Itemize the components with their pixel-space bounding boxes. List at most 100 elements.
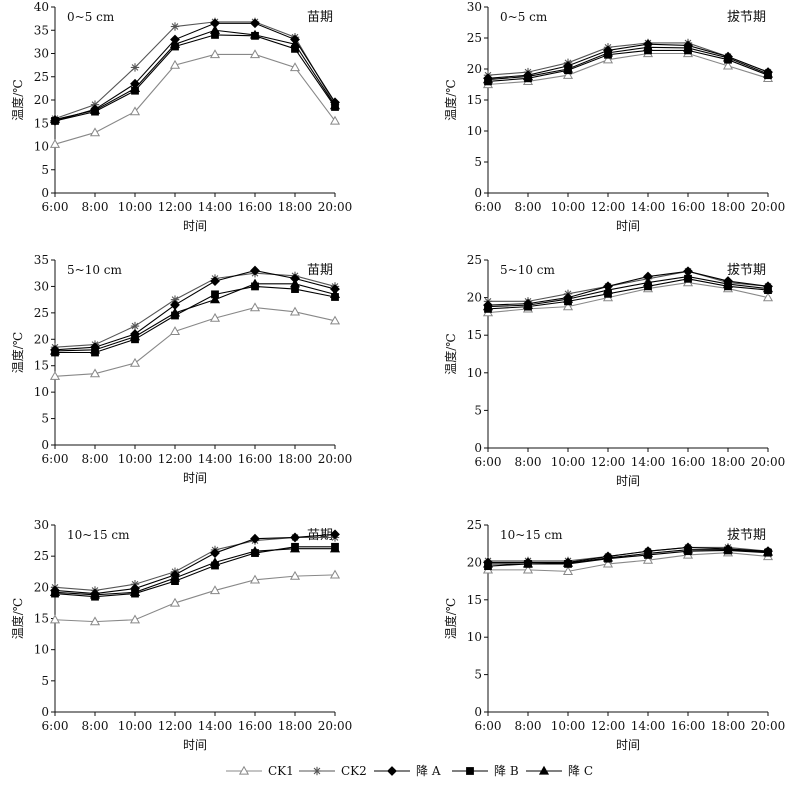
series-line-jC bbox=[487, 46, 769, 81]
data-point-jA bbox=[250, 18, 260, 29]
data-point-jC bbox=[49, 587, 61, 596]
data-point-jA bbox=[210, 276, 220, 287]
x-tick-label: 6:00 bbox=[42, 200, 69, 214]
y-axis-title: 温度/℃ bbox=[10, 598, 25, 639]
x-tick-label: 16:00 bbox=[238, 200, 273, 214]
series-jC bbox=[49, 278, 341, 355]
data-point-ck1 bbox=[249, 49, 261, 59]
legend-marker-jC bbox=[538, 765, 550, 775]
data-point-ck1 bbox=[129, 357, 141, 367]
depth-label: 10~15 cm bbox=[500, 528, 563, 542]
stage-label: 苗期 bbox=[307, 263, 333, 278]
data-point-jC bbox=[482, 301, 494, 311]
data-point-ck1 bbox=[89, 127, 101, 137]
series-line-jB bbox=[54, 34, 336, 122]
data-point-ck1 bbox=[49, 614, 61, 624]
x-tick-label: 14:00 bbox=[198, 452, 233, 466]
series-line-ck2 bbox=[54, 21, 336, 120]
y-tick-label: 25 bbox=[34, 306, 49, 320]
series-line-jA bbox=[54, 270, 336, 351]
x-tick-label: 8:00 bbox=[515, 455, 542, 469]
x-tick-label: 18:00 bbox=[278, 452, 313, 466]
data-point-ck1 bbox=[522, 564, 534, 574]
series-jC bbox=[49, 543, 341, 599]
y-axis-title: 温度/℃ bbox=[10, 332, 25, 373]
y-tick-label: 15 bbox=[467, 93, 482, 107]
y-tick-label: 0 bbox=[474, 441, 482, 455]
data-point-jC bbox=[209, 557, 221, 567]
y-tick-label: 5 bbox=[41, 412, 49, 426]
x-tick-label: 14:00 bbox=[198, 719, 233, 733]
depth-label: 0~5 cm bbox=[67, 10, 115, 24]
y-tick-label: 30 bbox=[34, 518, 49, 532]
y-axis-title: 温度/℃ bbox=[443, 598, 458, 639]
data-point-jC bbox=[89, 589, 101, 599]
x-tick-label: 16:00 bbox=[671, 200, 706, 214]
x-tick-label: 8:00 bbox=[82, 452, 109, 466]
data-point-ck2 bbox=[130, 321, 140, 331]
y-axis-title: 温度/℃ bbox=[443, 79, 458, 120]
y-tick-label: 0 bbox=[41, 438, 49, 452]
x-axis-title: 时间 bbox=[183, 219, 207, 233]
legend-item-ck2: CK2 bbox=[299, 764, 367, 778]
data-point-jC bbox=[522, 558, 534, 568]
data-point-jC bbox=[329, 100, 341, 110]
series-jC bbox=[482, 271, 774, 311]
x-tick-label: 10:00 bbox=[118, 452, 153, 466]
x-tick-label: 20:00 bbox=[751, 719, 786, 733]
data-point-ck1 bbox=[249, 574, 261, 584]
data-point-ck2 bbox=[130, 63, 140, 72]
legend-marker-ck2 bbox=[312, 766, 322, 776]
data-point-ck1 bbox=[329, 569, 341, 579]
data-point-ck1 bbox=[169, 326, 181, 336]
x-tick-label: 10:00 bbox=[551, 719, 586, 733]
data-point-ck1 bbox=[209, 49, 221, 59]
y-tick-label: 20 bbox=[34, 580, 49, 594]
x-tick-label: 14:00 bbox=[631, 200, 666, 214]
series-ck1 bbox=[49, 49, 341, 148]
series-line-jA bbox=[54, 533, 336, 595]
data-point-ck1 bbox=[289, 62, 301, 72]
x-tick-label: 14:00 bbox=[198, 200, 233, 214]
data-point-ck1 bbox=[249, 302, 261, 312]
y-tick-label: 10 bbox=[34, 643, 49, 657]
y-tick-label: 30 bbox=[34, 279, 49, 293]
data-point-jA bbox=[290, 532, 300, 543]
x-axis-title: 时间 bbox=[616, 474, 640, 488]
y-tick-label: 20 bbox=[467, 555, 482, 569]
series-line-ck1 bbox=[54, 307, 336, 377]
legend-marker-jB bbox=[466, 767, 474, 775]
y-tick-label: 10 bbox=[467, 366, 482, 380]
series-line-ck1 bbox=[54, 53, 336, 145]
series-line-jB bbox=[487, 49, 769, 82]
data-point-jC bbox=[562, 557, 574, 567]
stage-label: 拔节期 bbox=[727, 528, 766, 543]
data-point-ck1 bbox=[562, 69, 574, 79]
x-axis-title: 时间 bbox=[183, 471, 207, 485]
x-tick-label: 6:00 bbox=[42, 452, 69, 466]
series-line-ck1 bbox=[487, 52, 769, 86]
data-point-jC bbox=[169, 38, 181, 48]
y-tick-label: 10 bbox=[467, 630, 482, 644]
x-tick-label: 16:00 bbox=[238, 452, 273, 466]
series-line-jC bbox=[54, 283, 336, 352]
data-point-ck1 bbox=[562, 301, 574, 311]
data-point-jA bbox=[250, 265, 260, 276]
x-tick-label: 6:00 bbox=[42, 719, 69, 733]
data-point-ck1 bbox=[49, 371, 61, 380]
y-tick-label: 25 bbox=[467, 518, 482, 532]
series-jC bbox=[482, 42, 774, 84]
x-tick-label: 18:00 bbox=[278, 719, 313, 733]
legend-marker-jA bbox=[387, 766, 397, 776]
x-tick-label: 14:00 bbox=[631, 719, 666, 733]
x-tick-label: 12:00 bbox=[158, 452, 193, 466]
series-line-jA bbox=[487, 43, 769, 79]
series-line-jC bbox=[54, 548, 335, 596]
x-tick-label: 16:00 bbox=[238, 719, 273, 733]
data-point-jC bbox=[682, 42, 694, 52]
legend-label: CK1 bbox=[268, 764, 294, 778]
y-tick-label: 15 bbox=[467, 593, 482, 607]
x-axis-title: 时间 bbox=[616, 219, 640, 233]
x-tick-label: 12:00 bbox=[158, 200, 193, 214]
